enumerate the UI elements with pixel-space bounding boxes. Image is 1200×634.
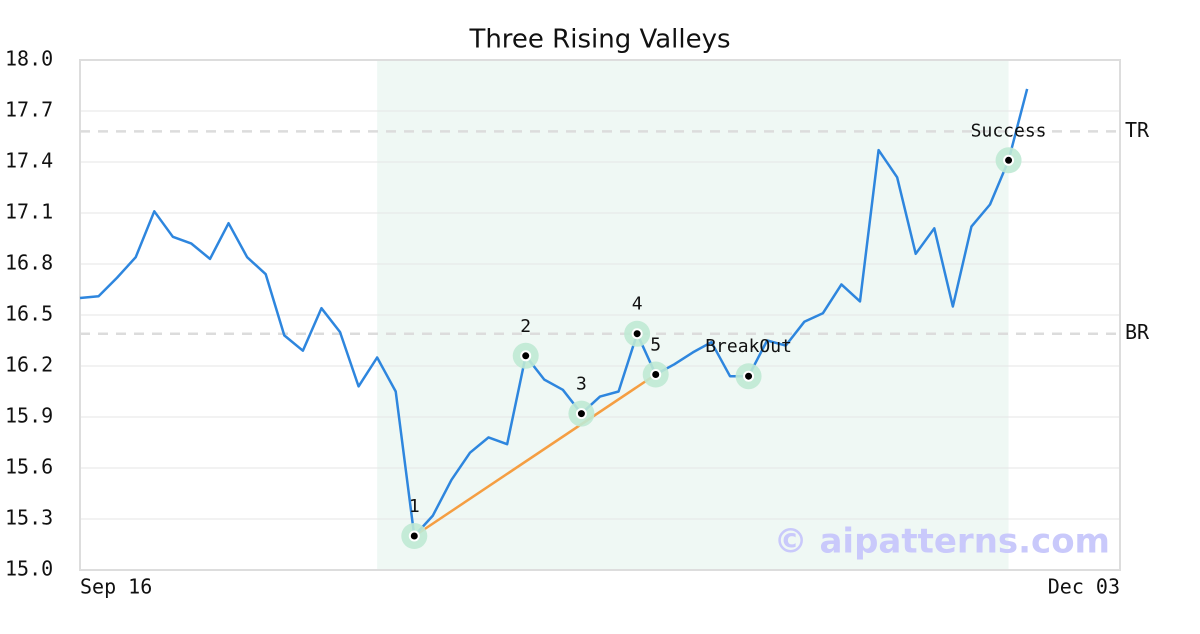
- y-tick-label: 15.3: [5, 506, 53, 530]
- annotation-label: 1: [409, 496, 420, 517]
- y-tick-label: 17.7: [5, 98, 53, 122]
- trendline: [413, 373, 657, 538]
- price-line: [79, 88, 1029, 538]
- annotation-point: [650, 369, 662, 380]
- annotation-point: [1003, 154, 1015, 166]
- y-tick-label: 15.9: [5, 404, 53, 428]
- reference-label: TR: [1125, 118, 1150, 142]
- y-tick-label: 15.0: [5, 557, 53, 581]
- annotation-label: Success: [971, 120, 1047, 141]
- annotation-point: [520, 350, 532, 362]
- annotation-point: [408, 530, 420, 542]
- y-tick-label: 18.0: [5, 47, 53, 71]
- annotation-point: [743, 370, 755, 382]
- y-tick-label: 16.2: [5, 353, 53, 377]
- annotation-label: 2: [520, 316, 531, 337]
- y-tick-label: 16.5: [5, 302, 53, 326]
- x-tick-label: Sep 16: [80, 575, 152, 599]
- y-tick-label: 15.6: [5, 455, 53, 479]
- annotation-point: [631, 328, 643, 340]
- x-tick-label: Dec 03: [1048, 575, 1120, 599]
- watermark: © aipatterns.com: [774, 522, 1110, 562]
- annotation-label: 4: [632, 294, 643, 315]
- annotation-label: BreakOut: [705, 336, 792, 357]
- annotation-label: 5: [650, 335, 661, 356]
- y-tick-label: 16.8: [5, 251, 53, 275]
- chart-title: Three Rising Valleys: [468, 25, 730, 55]
- plot-frame: [79, 59, 1121, 571]
- y-tick-label: 17.1: [5, 200, 53, 224]
- reference-label: BR: [1125, 320, 1150, 344]
- annotation-point: [575, 408, 587, 420]
- y-tick-label: 17.4: [5, 149, 53, 173]
- annotation-label: 3: [576, 374, 587, 395]
